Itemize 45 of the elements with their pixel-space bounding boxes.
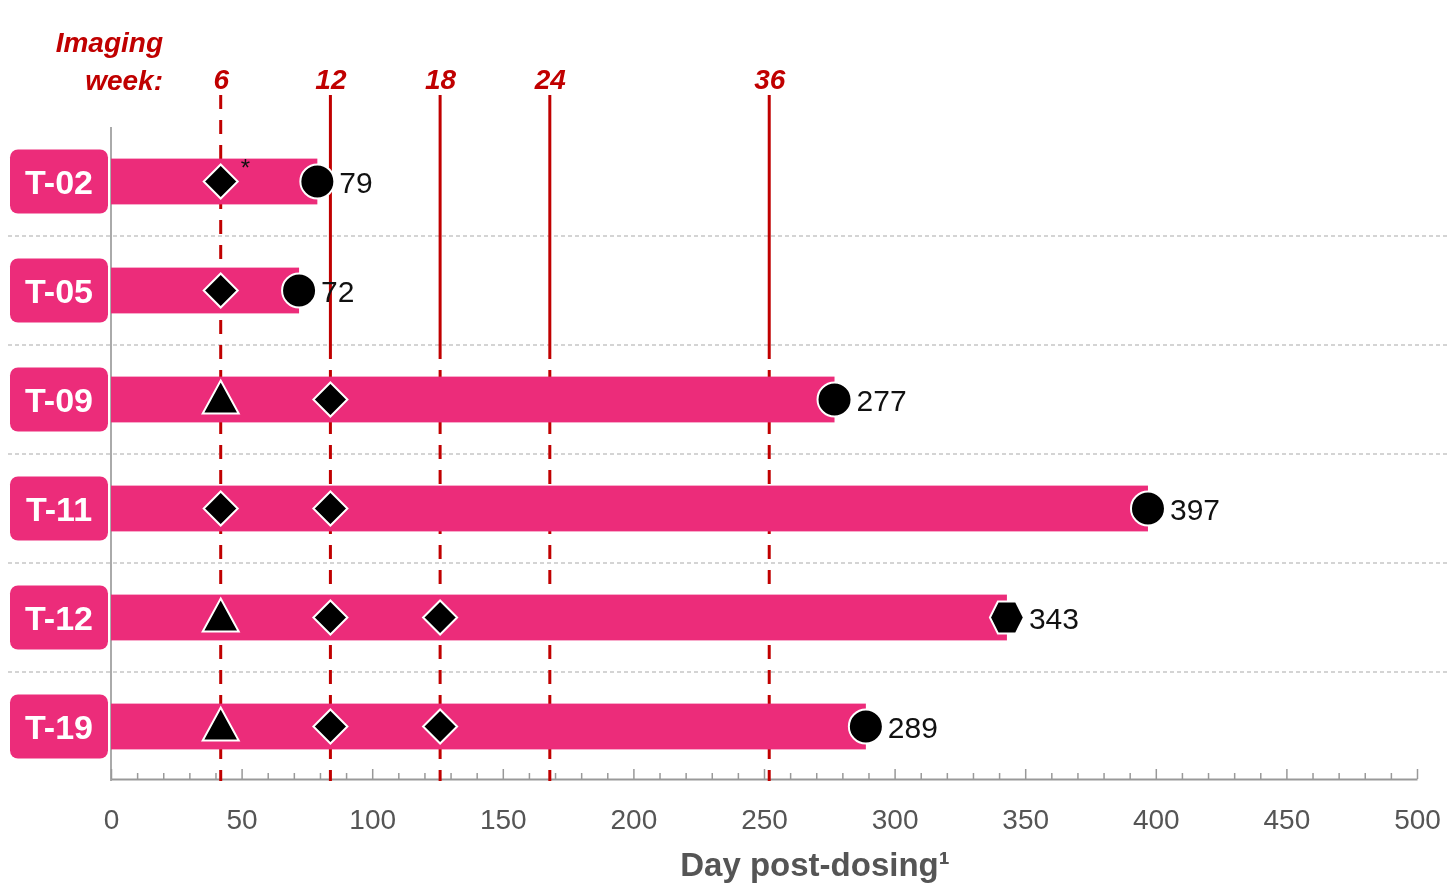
x2-tick-label: 18: [425, 64, 457, 95]
point: [202, 272, 239, 309]
x-tick-label: 300: [871, 803, 919, 835]
y-tick-label: T-12: [24, 598, 94, 637]
x-tick-label: 100: [349, 803, 397, 835]
point: [422, 708, 459, 745]
y-tick-label: T-19: [24, 707, 94, 746]
y-tick-label: T-02: [24, 162, 94, 201]
x2-tick-label: 36: [754, 64, 786, 95]
point: [847, 708, 884, 745]
x2-tick-label: 24: [533, 64, 567, 95]
point: [281, 272, 318, 309]
x2-tick-label: 6: [213, 64, 230, 95]
x-tick-label: 200: [610, 803, 658, 835]
x-tick-label: 400: [1132, 803, 1180, 835]
point: [202, 490, 239, 527]
data-label: 79: [339, 165, 373, 199]
point: [202, 163, 239, 200]
x-tick-label: 50: [226, 803, 258, 835]
y-tick-label: T-05: [24, 271, 94, 310]
point: [1129, 490, 1166, 527]
data-label: 397: [1169, 492, 1221, 526]
data-label: 343: [1028, 601, 1079, 635]
y-tick-label: T-11: [25, 489, 93, 528]
x-tick-label: 150: [479, 803, 527, 835]
annotation: *: [240, 153, 251, 181]
x-axis-title: Day post-dosing¹: [680, 846, 950, 883]
x-tick-label: 350: [1002, 803, 1050, 835]
x-tick-label: 450: [1263, 803, 1311, 835]
point: [988, 600, 1025, 635]
data-label: 277: [856, 383, 907, 417]
point: [312, 381, 349, 418]
point: [312, 599, 349, 636]
x2-tick-label: 12: [315, 64, 347, 95]
point: [299, 163, 336, 200]
point: [312, 708, 349, 745]
point: [312, 490, 349, 527]
x-tick-label: 0: [103, 803, 120, 835]
point: [422, 599, 459, 636]
y-tick-label: T-09: [24, 380, 94, 419]
x-tick-label: 500: [1394, 803, 1441, 835]
data-label: 289: [887, 710, 938, 744]
point: [816, 381, 853, 418]
x2-axis-title: Imaging week:: [55, 27, 163, 96]
x-tick-label: 250: [741, 803, 788, 835]
